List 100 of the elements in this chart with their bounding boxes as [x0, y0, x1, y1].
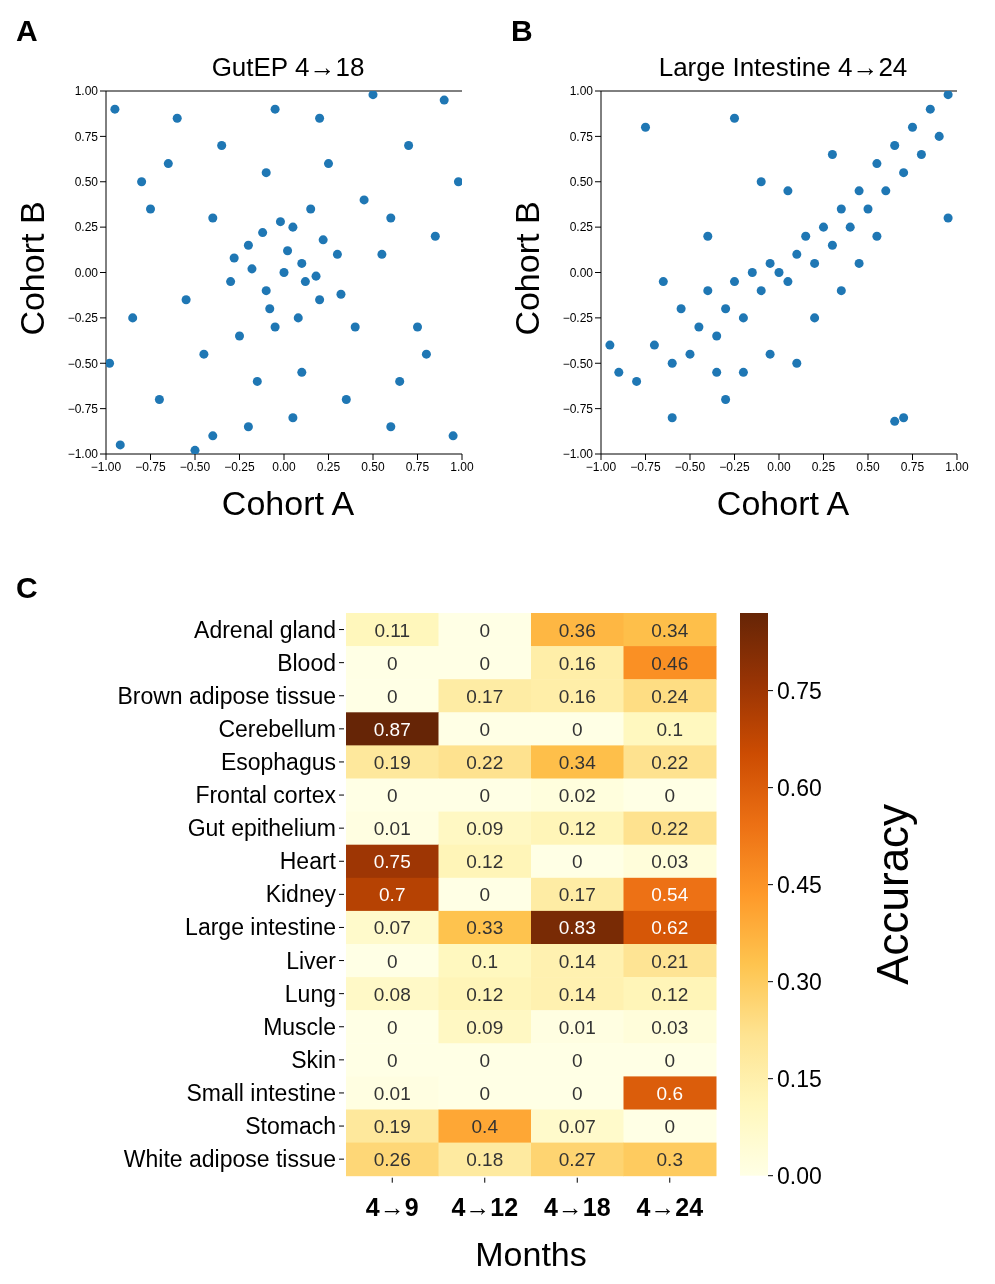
y-tick-label: Blood [277, 649, 336, 676]
y-tick-label: Skin [291, 1046, 336, 1073]
data-label: 0.01 [373, 1082, 411, 1104]
point [827, 240, 837, 250]
data-label: 0.18 [466, 1149, 504, 1171]
y-tick-label: Liver [286, 947, 337, 974]
x-tick-label: −0.75 [630, 459, 661, 474]
y-tick-label: −0.75 [562, 401, 594, 416]
x-tick-label: 4→24 [636, 1192, 704, 1221]
y-tick-label: −0.25 [67, 311, 99, 326]
point [229, 253, 239, 263]
point [783, 186, 793, 196]
point [297, 367, 307, 377]
y-tick-label: Lung [284, 980, 336, 1007]
data-label: 0.11 [374, 619, 411, 641]
y-tick-label: Heart [279, 848, 337, 875]
data-label: 0 [386, 950, 398, 972]
y-tick-label: −0.50 [562, 356, 594, 371]
point [275, 217, 285, 227]
point [199, 349, 209, 359]
data-label: 0.02 [558, 785, 596, 807]
text: B [511, 14, 533, 48]
y-tick-label: 0.75 [569, 129, 594, 144]
y-tick-label: Adrenal gland [194, 616, 336, 643]
data-label: 0.08 [373, 983, 411, 1005]
data-label: 0.07 [558, 1116, 596, 1138]
point [247, 264, 257, 274]
y-tick-label: 0.50 [569, 175, 594, 190]
point [890, 416, 900, 426]
point [747, 267, 757, 278]
point [261, 168, 271, 178]
point [395, 376, 405, 386]
data-label: 0.22 [466, 751, 504, 773]
point [377, 249, 387, 259]
text: A [16, 14, 38, 48]
point [943, 91, 953, 100]
y-tick-label: White adipose tissue [123, 1146, 336, 1173]
point [243, 422, 253, 432]
point [738, 367, 748, 377]
y-tick-label: Brown adipose tissue [117, 682, 336, 709]
data-label: 0.01 [558, 1016, 596, 1038]
data-label: 0.87 [373, 718, 411, 740]
point [243, 240, 253, 250]
point [729, 277, 740, 287]
point [907, 122, 918, 132]
color-bar-label: 0.75 [777, 677, 822, 704]
x-tick-label: 0.00 [767, 459, 791, 474]
y-axis-title: Cohort B [12, 200, 52, 336]
data-label: 0 [664, 1049, 676, 1071]
point [712, 331, 722, 341]
y-tick-label: 0.00 [74, 265, 99, 280]
data-label: 0 [479, 785, 491, 807]
point [854, 186, 864, 196]
point [890, 140, 900, 150]
data-label: 0 [386, 785, 398, 807]
point [863, 204, 873, 214]
y-tick-label: 0.25 [569, 220, 594, 235]
data-label: 0 [386, 1016, 398, 1038]
color-bar-label: 0.00 [777, 1162, 822, 1189]
point [694, 322, 704, 332]
data-label: 0.17 [558, 884, 596, 906]
point [137, 177, 147, 187]
y-tick-label: Kidney [265, 881, 337, 908]
data-label: 0 [386, 685, 398, 707]
x-axis-title: Months [475, 1234, 587, 1273]
data-label: 0.34 [558, 751, 597, 773]
x-axis-title: Cohort A [220, 484, 356, 523]
x-axis-title: Cohort A [715, 484, 851, 523]
data-label: 0 [571, 718, 583, 740]
point [899, 168, 909, 178]
data-label: 0.36 [558, 619, 596, 641]
y-tick-label: Small intestine [186, 1079, 336, 1106]
data-label: 0.27 [558, 1149, 596, 1171]
data-label: 0.22 [651, 751, 689, 773]
data-label: 0.4 [471, 1116, 499, 1138]
point [252, 376, 262, 386]
color-bar-label: 0.60 [777, 774, 822, 801]
x-tick-label: −0.25 [719, 459, 750, 474]
point [810, 258, 820, 268]
data-label: 0 [664, 1116, 676, 1138]
x-tick-label: 0.50 [856, 459, 880, 474]
point [279, 267, 289, 278]
point [881, 186, 891, 196]
point [128, 313, 138, 323]
data-label: 0 [386, 1049, 398, 1071]
point [332, 249, 342, 259]
data-label: 0.19 [373, 751, 411, 773]
data-label: 0.33 [466, 917, 504, 939]
point [658, 277, 668, 287]
x-tick-label: 4→18 [543, 1192, 611, 1221]
text: C [16, 571, 38, 604]
y-tick-label: −0.25 [562, 311, 594, 326]
point [818, 222, 829, 232]
y-tick-label: −0.50 [67, 356, 99, 371]
color-bar-label: 0.45 [777, 871, 822, 898]
point [163, 159, 173, 169]
point [934, 131, 944, 141]
point [729, 113, 740, 123]
data-label: 0.24 [651, 685, 689, 707]
data-label: 0.12 [466, 851, 504, 873]
